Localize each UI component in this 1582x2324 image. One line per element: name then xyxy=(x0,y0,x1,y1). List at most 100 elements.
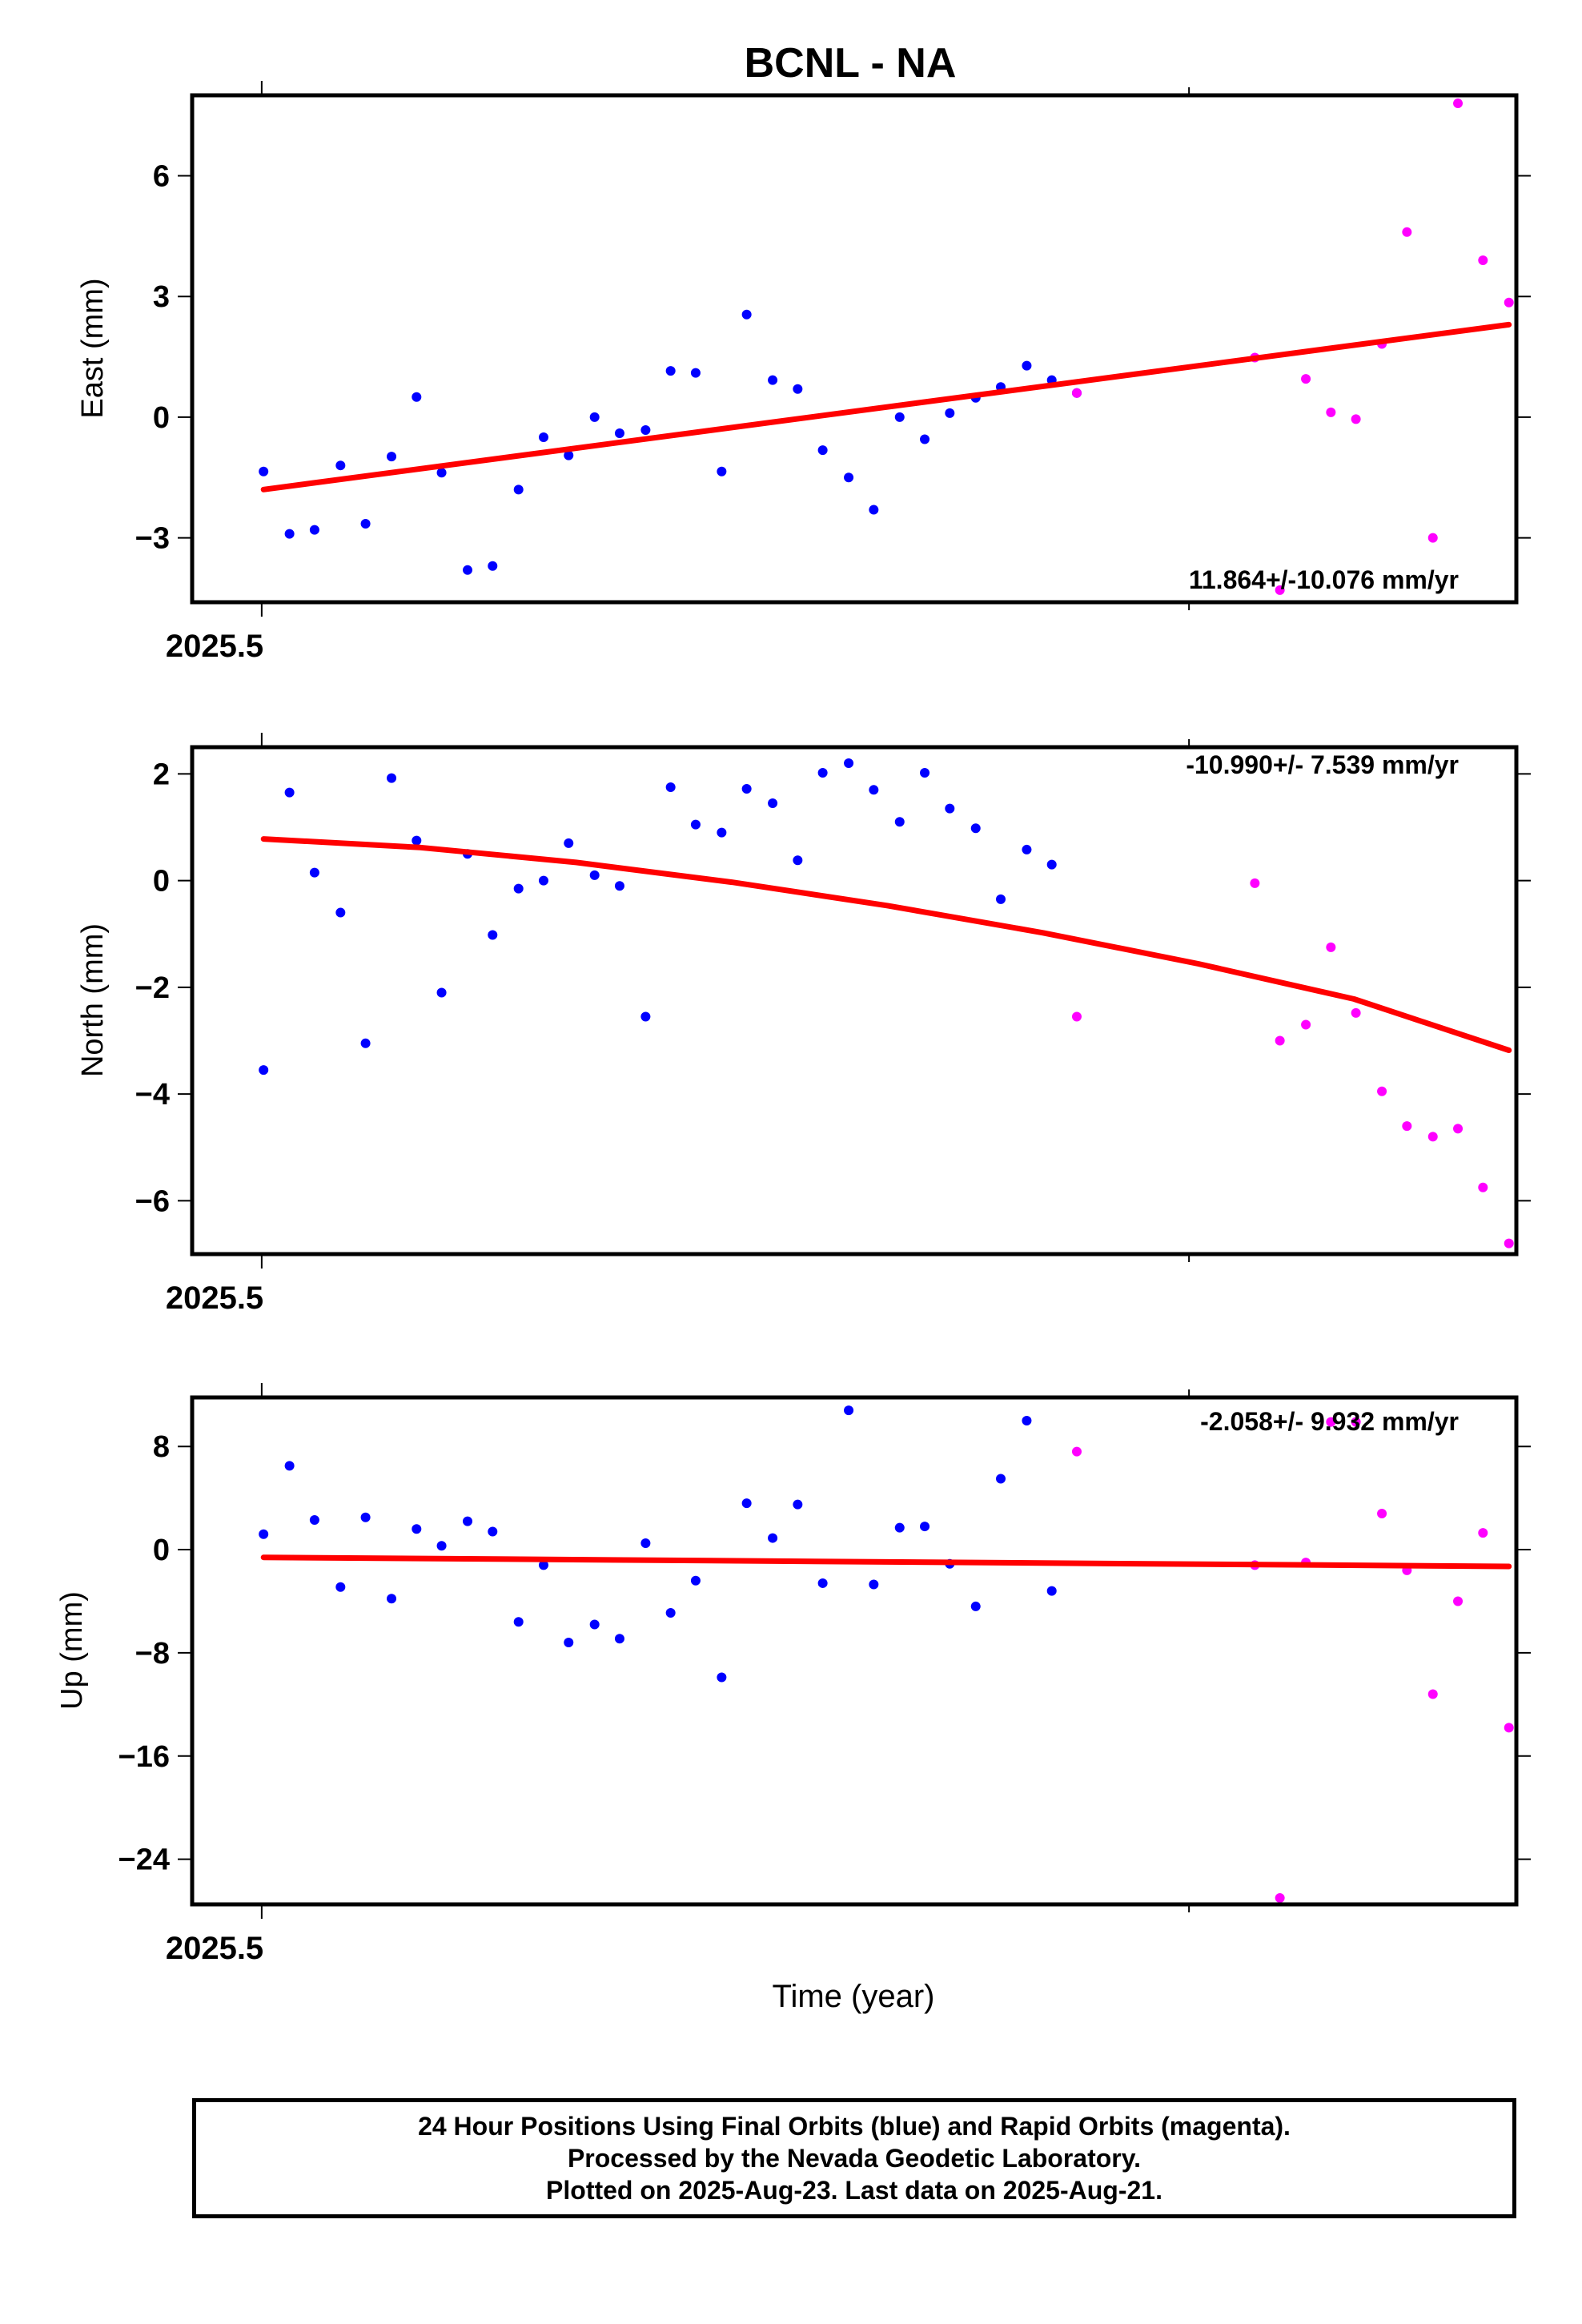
panel-east-ylabel: East (mm) xyxy=(76,278,110,418)
north-rapid-point xyxy=(1326,942,1336,952)
east-rapid-point xyxy=(1071,388,1082,398)
east-rapid-point xyxy=(1326,407,1336,417)
east-ytick-label: −3 xyxy=(135,522,170,556)
north-final-point xyxy=(996,894,1006,904)
north-ytick-label: −4 xyxy=(135,1078,170,1112)
north-final-point xyxy=(614,881,624,891)
east-rapid-point xyxy=(1351,414,1361,424)
panel-north-frame xyxy=(190,745,1519,1256)
north-final-point xyxy=(640,1011,651,1022)
east-final-point xyxy=(894,412,905,422)
east-rapid-point xyxy=(1301,374,1311,384)
up-final-point xyxy=(894,1522,905,1533)
north-rapid-point xyxy=(1275,1035,1285,1046)
up-final-point xyxy=(538,1560,548,1570)
north-rapid-point xyxy=(1478,1182,1488,1192)
north-final-point xyxy=(970,823,981,834)
panel-north-plot: −6 −4 −2 0 2 xyxy=(135,733,1531,1269)
north-rapid-point xyxy=(1453,1124,1464,1134)
east-final-point xyxy=(768,375,778,385)
north-plot-area xyxy=(259,758,1514,1248)
panel-north-xtick-label: 2025.5 xyxy=(166,1281,263,1316)
up-final-point xyxy=(844,1405,854,1416)
up-rapid-point xyxy=(1453,1596,1464,1606)
up-final-point xyxy=(614,1634,624,1644)
east-final-point xyxy=(741,309,752,320)
north-fit-line xyxy=(260,836,1512,1053)
panel-east-xtick-label: 2025.5 xyxy=(166,629,263,664)
east-final-point xyxy=(360,519,371,529)
up-rapid-point xyxy=(1478,1528,1488,1538)
up-final-point xyxy=(869,1579,879,1590)
panel-up-annotation: -2.058+/- 9.932 mm/yr xyxy=(1200,1407,1459,1436)
east-final-point xyxy=(589,412,600,422)
north-ytick-label: 2 xyxy=(153,758,170,791)
chart-title: BCNL - NA xyxy=(745,40,957,86)
north-final-point xyxy=(488,930,498,940)
up-final-point xyxy=(412,1524,422,1534)
north-rapid-point xyxy=(1250,878,1260,888)
up-final-point xyxy=(768,1533,778,1543)
north-final-point xyxy=(1022,844,1032,854)
north-final-point xyxy=(360,1038,371,1048)
east-rapid-point xyxy=(1427,533,1438,543)
panel-east-plot: −3 0 3 6 xyxy=(135,81,1531,617)
north-final-point xyxy=(284,787,295,798)
north-final-point xyxy=(1046,859,1057,870)
up-ytick-label: −16 xyxy=(118,1740,170,1774)
footer-caption: 24 Hour Positions Using Final Orbits (bl… xyxy=(192,2098,1516,2218)
north-rapid-point xyxy=(1301,1019,1311,1030)
east-final-point xyxy=(463,565,473,575)
panel-east-frame xyxy=(190,93,1519,605)
north-rapid-point xyxy=(1351,1007,1361,1018)
up-final-point xyxy=(640,1538,651,1549)
east-final-point xyxy=(945,408,955,418)
north-final-point xyxy=(436,987,447,998)
north-final-point xyxy=(538,875,548,886)
up-final-point xyxy=(970,1601,981,1611)
east-final-point xyxy=(335,460,346,471)
east-final-point xyxy=(1022,360,1032,371)
east-final-point xyxy=(309,525,319,535)
north-final-point xyxy=(309,867,319,878)
up-final-point xyxy=(436,1541,447,1551)
east-rapid-point xyxy=(1478,255,1488,265)
up-rapid-point xyxy=(1275,1892,1285,1903)
north-final-point xyxy=(945,803,955,814)
north-rapid-point xyxy=(1377,1086,1387,1096)
north-final-point xyxy=(793,855,803,866)
east-final-point xyxy=(690,368,701,378)
north-final-point xyxy=(920,767,930,778)
east-final-point xyxy=(488,561,498,571)
north-ytick-label: −2 xyxy=(135,971,170,1005)
up-rapid-point xyxy=(1377,1508,1387,1518)
up-final-point xyxy=(335,1582,346,1592)
up-final-point xyxy=(690,1575,701,1586)
north-final-point xyxy=(513,883,524,894)
panel-east-annotation: 11.864+/-10.076 mm/yr xyxy=(1189,565,1459,594)
up-final-point xyxy=(996,1474,1006,1484)
east-final-point xyxy=(665,366,676,376)
up-final-point xyxy=(741,1498,752,1509)
north-final-point xyxy=(335,907,346,918)
up-ytick-label: −24 xyxy=(118,1844,170,1877)
up-final-point xyxy=(463,1516,473,1526)
panel-up-plot: −24 −16 −8 0 8 xyxy=(118,1383,1531,1919)
north-final-point xyxy=(844,758,854,768)
up-final-point xyxy=(665,1607,676,1618)
up-fit-line xyxy=(260,1554,1512,1570)
east-final-point xyxy=(538,432,548,443)
north-ytick-label: 0 xyxy=(153,865,170,899)
east-final-point xyxy=(564,450,574,460)
east-final-point xyxy=(436,468,447,478)
east-final-point xyxy=(817,445,828,456)
east-rapid-point xyxy=(1504,297,1514,308)
up-rapid-point xyxy=(1351,1417,1361,1427)
north-final-point xyxy=(387,773,397,783)
up-final-point xyxy=(817,1578,828,1588)
north-final-point xyxy=(817,767,828,778)
east-final-point xyxy=(717,466,727,476)
north-rapid-point xyxy=(1071,1011,1082,1022)
up-ytick-label: −8 xyxy=(135,1637,170,1671)
